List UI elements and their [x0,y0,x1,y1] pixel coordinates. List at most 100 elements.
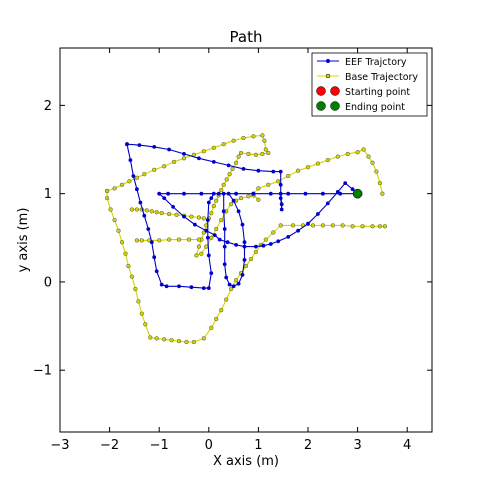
base-trajectory-point [335,154,340,159]
base-trajectory-point [181,156,187,161]
base-trajectory-point [176,237,182,242]
base-trajectory-point [152,167,157,172]
base-trajectory-point [262,138,267,143]
eef-trajectory-point [222,262,227,267]
eef-trajectory-point [236,281,241,286]
base-trajectory-point [355,150,360,155]
base-trajectory-point [201,336,206,341]
eef-trajectory-point [256,168,261,173]
base-trajectory-point [184,339,189,345]
base-trajectory-point [167,211,172,217]
x-tick-label: −2 [100,438,119,453]
eef-trajectory-point [251,191,256,196]
data-layer [104,133,387,345]
base-trajectory-point [350,224,355,229]
base-trajectory-point [219,308,224,313]
base-trajectory-point [305,165,311,170]
base-trajectory-point [139,238,144,243]
eef-trajectory-point [242,258,247,262]
base-trajectory-point [143,322,148,327]
eef-trajectory-point [182,152,186,156]
chart-title: Path [230,28,263,46]
eef-trajectory-point [306,221,310,226]
base-trajectory-point [296,168,301,173]
base-trajectory-point [230,166,235,171]
eef-trajectory-point [206,253,211,258]
base-trajectory-point [129,207,134,212]
legend-base-label: Base Trajectory [345,72,418,83]
legend-entry-start: Starting point [316,86,410,98]
eef-trajectory-point [189,285,194,290]
base-trajectory-point [360,224,365,229]
eef-trajectory-point [193,222,197,227]
base-trajectory-point [172,159,177,164]
legend-entry-end: Ending point [316,101,405,113]
base-trajectory-point [227,172,232,177]
base-trajectory-point [231,138,236,143]
eef-trajectory-point [212,233,217,238]
eef-trajectory-point [182,214,186,219]
base-trajectory-point [251,134,256,139]
eef-trajectory-point [350,187,355,192]
eef-trajectory-point [152,145,157,149]
eef-trajectory-point [138,200,143,205]
base-trajectory-point [112,218,117,223]
base-trajectory-point [157,238,162,243]
eef-trajectory-point [142,213,147,218]
eef-trajectory-point [209,196,214,201]
base-trajectory-point [148,335,153,340]
eef-trajectory-point [146,227,151,231]
base-trajectory-point [330,223,335,228]
eef-trajectory-point [164,284,169,289]
eef-trajectory-point [182,191,186,196]
base-trajectory-point [194,253,199,258]
eef-trajectory-point [128,158,133,163]
legend-end-marker-b [330,101,340,111]
base-trajectory-point [104,188,110,194]
base-trajectory-point [169,338,174,343]
eef-trajectory-point [224,275,229,280]
eef-trajectory-point [209,271,214,275]
eef-trajectory-point [231,198,236,203]
base-trajectory-point [142,172,147,177]
eef-trajectory-point [152,255,157,260]
base-trajectory-point [246,151,251,156]
base-trajectory-point [134,207,139,212]
eef-trajectory-point [278,182,283,187]
x-tick-label: 2 [304,438,312,453]
y-tick-label: 2 [44,99,52,114]
y-axis-label: y axis (m) [16,208,31,273]
base-trajectory-point [149,209,154,214]
base-trajectory-point [260,151,265,156]
legend-start-marker-b [330,86,340,96]
eef-trajectory-point [268,191,273,196]
base-trajectory-point [201,149,206,154]
base-trajectory-point [382,224,387,229]
eef-trajectory-point [211,160,216,164]
base-trajectory-point [361,147,366,152]
x-tick-label: 4 [403,438,411,453]
base-trajectory-point [162,337,167,342]
eef-trajectory-point [261,243,266,248]
eef-trajectory-point [197,156,201,161]
eef-trajectory-point [278,191,283,196]
eef-trajectory-point [254,244,258,249]
eef-trajectory-point [234,191,239,196]
eef-trajectory-point [131,174,136,178]
eef-trajectory-point [227,282,232,287]
base-trajectory-point [112,186,117,191]
eef-trajectory-point [167,147,172,152]
base-trajectory-point [263,237,268,242]
base-trajectory-point [260,133,265,138]
eef-trajectory-line [223,193,246,287]
base-trajectory-point [276,179,281,184]
x-tick-label: 0 [205,438,213,453]
eef-trajectory-point [240,222,245,227]
ending-point-marker [352,188,363,199]
base-trajectory-point [211,203,216,209]
base-trajectory-point [176,339,182,344]
eef-trajectory-point [234,243,239,247]
eef-trajectory-point [135,187,139,192]
base-trajectory-point [127,179,132,184]
base-trajectory-point [366,154,371,159]
